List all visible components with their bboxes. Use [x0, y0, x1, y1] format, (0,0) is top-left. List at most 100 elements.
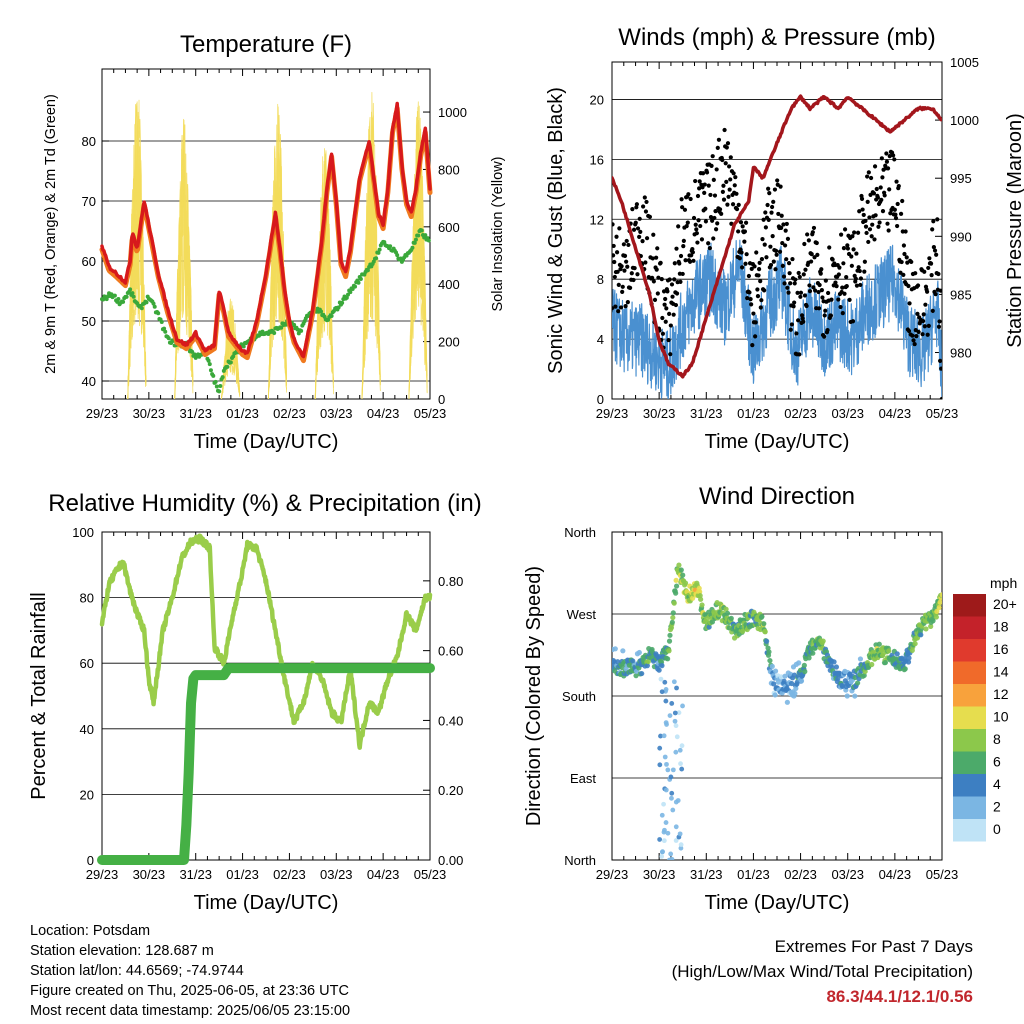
direction-point	[661, 733, 667, 739]
x-tick-label: 02/23	[273, 406, 306, 421]
gust-point	[898, 211, 904, 216]
gust-point	[710, 154, 715, 159]
dewpoint-point	[358, 276, 363, 281]
gust-point	[863, 224, 869, 229]
gust-point	[725, 202, 730, 207]
gust-point	[886, 228, 891, 233]
gust-point	[849, 263, 854, 268]
direction-point	[663, 720, 669, 726]
gust-point	[728, 177, 733, 182]
gust-point	[884, 159, 890, 164]
gust-point	[757, 260, 762, 265]
gust-point	[726, 194, 731, 199]
gust-point	[901, 243, 907, 248]
direction-point	[798, 678, 805, 684]
gust-point	[711, 177, 716, 182]
gust-point	[877, 220, 882, 225]
direction-point	[781, 678, 787, 684]
gust-point	[862, 269, 867, 274]
gust-point	[708, 214, 714, 220]
gust-point	[822, 334, 827, 339]
gust-point	[903, 229, 908, 234]
gust-point	[728, 155, 733, 160]
x-tick-label: 05/23	[414, 867, 447, 882]
gust-point	[616, 282, 621, 287]
elevation-text: Station elevation: 128.687 m	[30, 943, 214, 959]
gust-point	[916, 329, 921, 335]
gust-point	[849, 254, 854, 259]
direction-point	[792, 690, 798, 697]
y-tick-label: 80	[82, 134, 96, 149]
panel-title: Temperature (F)	[180, 31, 352, 58]
gust-point	[643, 260, 648, 265]
gust-point	[898, 270, 903, 275]
dewpoint-point	[272, 330, 277, 335]
gust-point	[861, 212, 866, 218]
gust-point	[892, 157, 897, 162]
gust-point	[664, 306, 669, 311]
direction-point	[936, 605, 942, 611]
legend-swatch	[953, 684, 986, 707]
direction-point	[930, 618, 936, 624]
gust-point	[788, 281, 793, 286]
gust-point	[902, 251, 907, 257]
gust-point	[777, 249, 783, 254]
gust-point	[799, 313, 805, 318]
y2-tick-label: 800	[438, 162, 460, 177]
x-tick-label: 04/23	[367, 867, 400, 882]
gust-point	[783, 228, 788, 233]
direction-point	[796, 660, 802, 666]
direction-point	[644, 663, 650, 669]
y-tick-label: 60	[82, 254, 96, 269]
dewpoint-point	[214, 384, 219, 389]
gust-point	[797, 274, 802, 280]
gust-point	[720, 157, 725, 163]
gust-point	[616, 309, 621, 314]
gust-point	[679, 197, 684, 202]
x-tick-label: 01/23	[737, 867, 770, 882]
gust-point	[939, 396, 942, 399]
gust-point	[872, 164, 878, 169]
direction-point	[679, 743, 685, 749]
direction-point	[784, 699, 790, 705]
dewpoint-point	[207, 362, 212, 367]
direction-point	[678, 567, 684, 573]
gust-point	[807, 283, 812, 288]
gust-point	[921, 312, 926, 317]
gust-point	[791, 304, 796, 309]
gust-point	[628, 285, 633, 290]
dewpoint-point	[159, 320, 164, 325]
x-tick-label: 01/23	[226, 406, 259, 421]
gust-point	[724, 145, 729, 150]
direction-point	[673, 590, 679, 596]
solar-trace	[127, 99, 147, 399]
gust-point	[850, 319, 856, 324]
gust-point	[771, 259, 776, 264]
gust-point	[720, 189, 725, 194]
gust-point	[721, 183, 726, 188]
direction-point	[861, 672, 867, 679]
dewpoint-point	[228, 360, 233, 365]
gust-point	[853, 276, 858, 281]
gust-point	[822, 313, 827, 318]
legend-swatch	[953, 616, 986, 639]
direction-point	[802, 668, 808, 675]
y-tick-label: North	[564, 853, 596, 868]
gust-point	[797, 352, 802, 357]
x-tick-label: 05/23	[414, 406, 447, 421]
gust-point	[686, 192, 691, 197]
gust-point	[640, 239, 645, 244]
gust-point	[834, 284, 839, 289]
gust-point	[804, 303, 809, 309]
gust-point	[612, 259, 617, 265]
dewpoint-point	[299, 328, 304, 333]
direction-point	[659, 849, 665, 855]
gust-point	[617, 226, 622, 231]
x-tick-label: 05/23	[926, 406, 959, 421]
gust-point	[622, 253, 628, 258]
gust-point	[647, 214, 653, 219]
gust-point	[869, 234, 874, 239]
y-tick-label: 40	[82, 374, 96, 389]
direction-point	[661, 838, 667, 844]
gust-point	[677, 261, 682, 266]
